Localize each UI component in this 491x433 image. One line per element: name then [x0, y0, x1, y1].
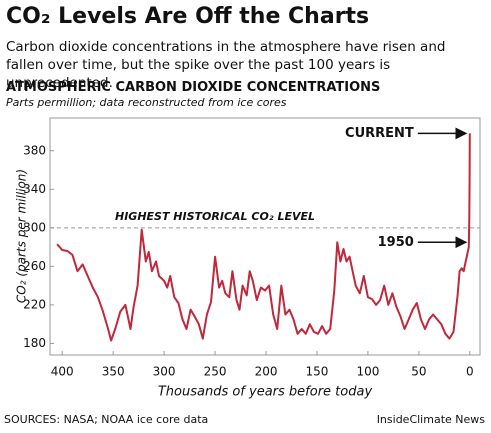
y-tick-label: 300 [23, 220, 46, 234]
chart: Thousands of years before today CO₂ (par… [15, 117, 481, 400]
x-tick-label: 400 [51, 365, 74, 379]
y-tick-label: 180 [23, 336, 46, 350]
chart-subtitle: ATMOSPHERIC CARBON DIOXIDE CONCENTRATION… [6, 80, 381, 95]
annotation: CURRENT [345, 126, 414, 141]
x-tick-label: 300 [153, 365, 176, 379]
y-tick-label: 340 [23, 182, 46, 196]
chart-title: CO₂ Levels Are Off the Charts [6, 4, 370, 29]
x-tick-label: 50 [411, 365, 426, 379]
x-tick-label: 350 [102, 365, 125, 379]
y-tick-label: 260 [23, 259, 46, 273]
x-tick-label: 150 [306, 365, 329, 379]
note: Parts permillion; data reconstructed fro… [6, 96, 287, 109]
source: SOURCES: NASA; NOAA ice core data [4, 413, 209, 426]
y-axis-label: CO₂ (parts per million) [15, 169, 29, 303]
plot-frame [49, 117, 481, 356]
x-tick-label: 250 [204, 365, 227, 379]
x-axis-label: Thousands of years before today [158, 385, 373, 400]
x-tick-label: 100 [356, 365, 379, 379]
y-tick-label: 380 [23, 143, 46, 157]
y-tick-label: 220 [23, 297, 46, 311]
x-tick-label: 0 [466, 365, 474, 379]
reference-label: HIGHEST HISTORICAL CO₂ LEVEL [115, 210, 315, 223]
x-tick-label: 200 [255, 365, 278, 379]
credit: InsideClimate News [376, 413, 485, 426]
annotation: 1950 [378, 235, 414, 250]
data-line [56, 133, 471, 342]
description: Carbon dioxide concentrations in the atm… [6, 39, 446, 91]
